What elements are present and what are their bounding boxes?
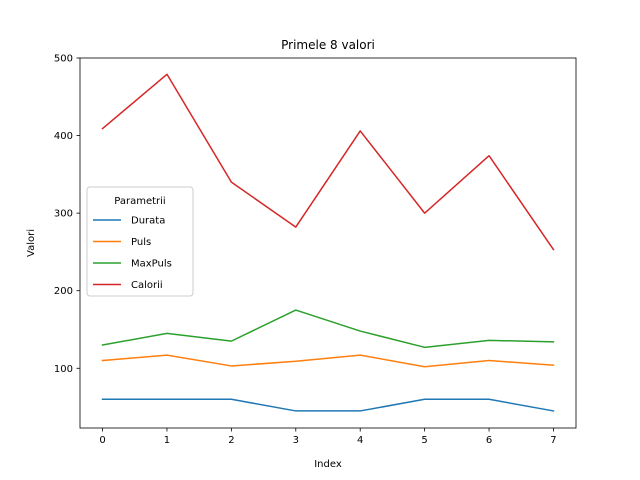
legend-box	[86, 186, 194, 297]
y-axis: 100 200 300 400 500	[54, 54, 80, 375]
series-line-puls	[101, 354, 555, 368]
series-line-maxpuls	[101, 309, 555, 349]
y-axis-label: Valori	[26, 229, 37, 257]
series-line-calorii	[101, 73, 555, 251]
chart-title: Primele 8 valori	[281, 38, 375, 52]
x-tick-label: 6	[486, 435, 492, 446]
y-tick-label: 200	[54, 286, 73, 297]
x-tick-label: 5	[421, 435, 427, 446]
x-tick-label: 4	[357, 435, 363, 446]
legend-title: Parametrii	[114, 196, 165, 207]
plot-area-frame	[79, 57, 577, 429]
series-line-durata	[101, 398, 555, 412]
x-axis-label: Index	[314, 459, 342, 470]
legend-label-maxpuls: MaxPuls	[131, 259, 172, 270]
y-tick-label: 300	[54, 209, 73, 220]
x-axis: 0 1 2 3 4 5 6 7	[99, 428, 557, 446]
y-tick-label: 100	[54, 364, 73, 375]
x-tick-label: 1	[164, 435, 170, 446]
y-tick-label: 400	[54, 131, 73, 142]
legend: Parametrii Durata Puls MaxPuls Calorii	[86, 186, 194, 297]
x-tick-label: 7	[550, 435, 556, 446]
y-tick-label: 500	[54, 54, 73, 65]
legend-label-durata: Durata	[131, 216, 165, 227]
legend-label-calorii: Calorii	[131, 280, 163, 291]
series-lines	[101, 73, 555, 412]
x-tick-label: 2	[228, 435, 234, 446]
x-tick-label: 0	[99, 435, 105, 446]
legend-items: Durata Puls MaxPuls Calorii	[93, 216, 172, 291]
legend-label-puls: Puls	[131, 237, 151, 248]
x-tick-label: 3	[293, 435, 299, 446]
